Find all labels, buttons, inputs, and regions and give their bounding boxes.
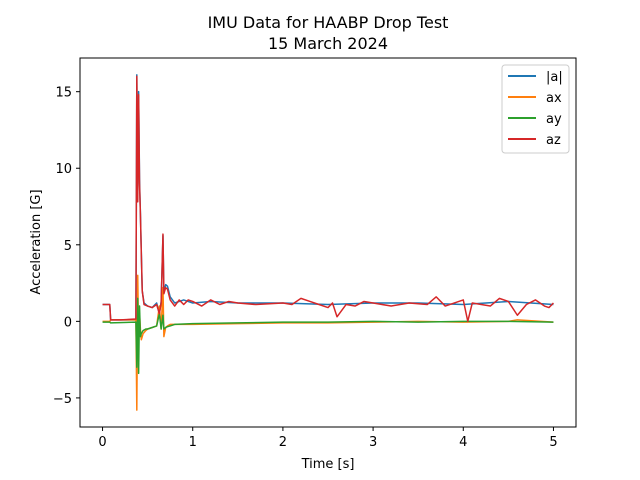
legend-box (501, 64, 570, 154)
x-tick-label: 1 (189, 435, 197, 450)
legend: |a| ax ay az (501, 64, 570, 154)
y-tick-label: 5 (64, 239, 72, 254)
legend-label: ay (546, 112, 562, 127)
y-tick-label: 15 (55, 86, 72, 101)
chart-title: IMU Data for HAABP Drop Test (208, 13, 449, 32)
y-tick-label: 10 (55, 162, 72, 177)
plot-area (79, 57, 577, 428)
y-axis: −5 0 5 10 15 (53, 86, 80, 407)
chart-subtitle: 15 March 2024 (268, 34, 388, 53)
legend-label: |a| (546, 70, 563, 85)
plot-frame (79, 57, 577, 428)
x-tick-label: 4 (459, 435, 467, 450)
series-line-2 (102, 297, 554, 375)
x-axis: 0 1 2 3 4 5 (98, 427, 558, 450)
x-tick-label: 0 (98, 435, 106, 450)
legend-label: az (546, 133, 561, 148)
x-tick-label: 5 (549, 435, 557, 450)
y-axis-label: Acceleration [G] (29, 189, 44, 294)
x-tick-label: 2 (279, 435, 287, 450)
series-layer (102, 74, 554, 411)
x-axis-label: Time [s] (301, 457, 355, 472)
series-line-3 (102, 75, 554, 323)
y-tick-label: 0 (64, 315, 72, 330)
x-tick-label: 3 (369, 435, 377, 450)
legend-label: ax (546, 91, 562, 106)
y-tick-label: −5 (53, 392, 72, 407)
